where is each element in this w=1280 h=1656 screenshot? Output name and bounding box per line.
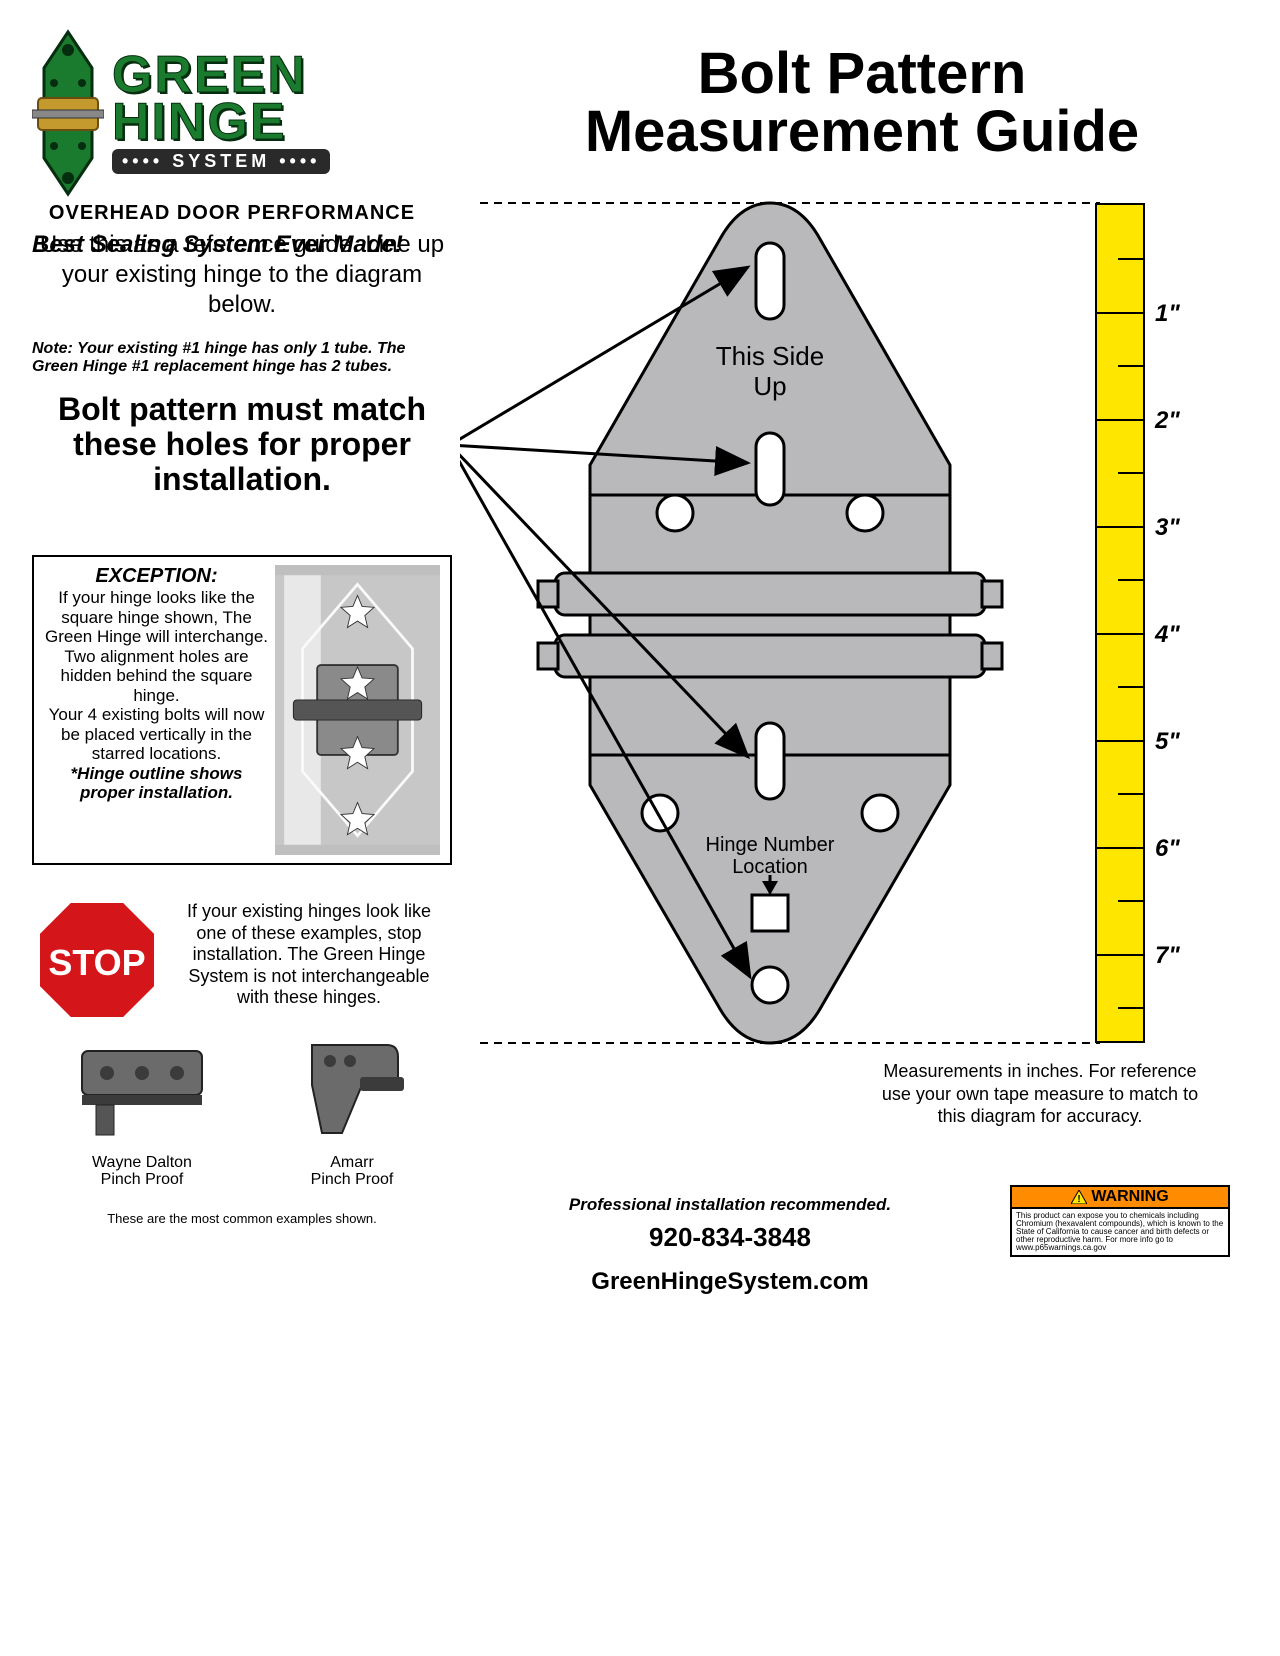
ruler-label-2: 2" xyxy=(1155,407,1180,435)
svg-text:Location: Location xyxy=(732,856,808,878)
title-line-2: Measurement Guide xyxy=(492,103,1232,161)
stop-sign-icon: STOP xyxy=(32,895,162,1025)
example-wayne-dalton: Wayne Dalton Pinch Proof xyxy=(72,1033,212,1189)
exception-box: EXCEPTION: If your hinge looks like the … xyxy=(32,555,452,865)
warning-box: ! WARNING This product can expose you to… xyxy=(1010,1185,1230,1257)
exception-text: EXCEPTION: If your hinge looks like the … xyxy=(44,565,269,855)
warning-header: ! WARNING xyxy=(1012,1187,1228,1209)
warning-header-text: WARNING xyxy=(1091,1189,1168,1205)
exception-image xyxy=(275,565,440,855)
ruler-label-3: 3" xyxy=(1155,514,1180,542)
svg-text:Hinge Number: Hinge Number xyxy=(706,834,835,856)
example-amarr: Amarr Pinch Proof xyxy=(292,1033,412,1189)
tagline-overhead: OVERHEAD DOOR PERFORMANCE xyxy=(32,202,432,225)
ruler-label-5: 5" xyxy=(1155,728,1180,756)
stop-section: STOP If your existing hinges look like o… xyxy=(32,895,452,1226)
ruler-label-6: 6" xyxy=(1155,835,1180,863)
example-1-label-l1: Wayne Dalton xyxy=(72,1154,212,1172)
logo-system-plate: •••• SYSTEM •••• xyxy=(112,149,330,174)
logo-text: GREEN HINGE •••• SYSTEM •••• xyxy=(112,52,330,175)
logo-word-green: GREEN xyxy=(112,52,330,99)
example-hinge-icon-1 xyxy=(72,1033,212,1143)
ruler-label-1: 1" xyxy=(1155,300,1180,328)
svg-text:This Side: This Side xyxy=(716,341,824,371)
example-2-label-l1: Amarr xyxy=(292,1154,412,1172)
stop-sign-label: STOP xyxy=(48,942,145,983)
examples-footer: These are the most common examples shown… xyxy=(32,1211,452,1226)
example-hinge-icon-2 xyxy=(292,1033,412,1143)
example-1-label-l2: Pinch Proof xyxy=(72,1171,212,1189)
warning-body: This product can expose you to chemicals… xyxy=(1012,1209,1228,1255)
stop-text: If your existing hinges look like one of… xyxy=(162,895,452,1009)
exception-body: If your hinge looks like the square hing… xyxy=(44,588,269,764)
title-line-1: Bolt Pattern xyxy=(492,45,1232,103)
svg-text:!: ! xyxy=(1078,1194,1081,1204)
exception-heading: EXCEPTION: xyxy=(44,565,269,588)
examples-row: Wayne Dalton Pinch Proof Amarr Pinch Pro… xyxy=(32,1033,452,1189)
measurement-note: Measurements in inches. For reference us… xyxy=(870,1060,1210,1128)
ruler-label-7: 7" xyxy=(1155,942,1180,970)
page-title: Bolt Pattern Measurement Guide xyxy=(492,45,1232,161)
warning-triangle-icon: ! xyxy=(1071,1190,1087,1204)
inch-ruler xyxy=(1095,203,1145,1043)
example-2-label-l2: Pinch Proof xyxy=(292,1171,412,1189)
hinge-diagram: This Side Up Hinge Number Location xyxy=(460,195,1100,1075)
phone-number: 920-834-3848 xyxy=(530,1222,930,1253)
professional-install-note: Professional installation recommended. xyxy=(530,1195,930,1215)
exception-footer: *Hinge outline shows proper installation… xyxy=(44,764,269,803)
ruler-label-4: 4" xyxy=(1155,621,1180,649)
intro-text: Use this as a reference guide. Line up y… xyxy=(32,230,452,320)
logo-hinge-icon xyxy=(32,28,104,198)
website-url: GreenHingeSystem.com xyxy=(510,1268,950,1296)
bolt-pattern-heading: Bolt pattern must match these holes for … xyxy=(32,392,452,498)
svg-text:Up: Up xyxy=(753,371,786,401)
logo-row: GREEN HINGE •••• SYSTEM •••• xyxy=(32,28,432,198)
logo-word-hinge: HINGE xyxy=(112,99,330,146)
note-text: Note: Your existing #1 hinge has only 1 … xyxy=(32,340,452,376)
logo-block: GREEN HINGE •••• SYSTEM •••• OVERHEAD DO… xyxy=(32,28,432,259)
